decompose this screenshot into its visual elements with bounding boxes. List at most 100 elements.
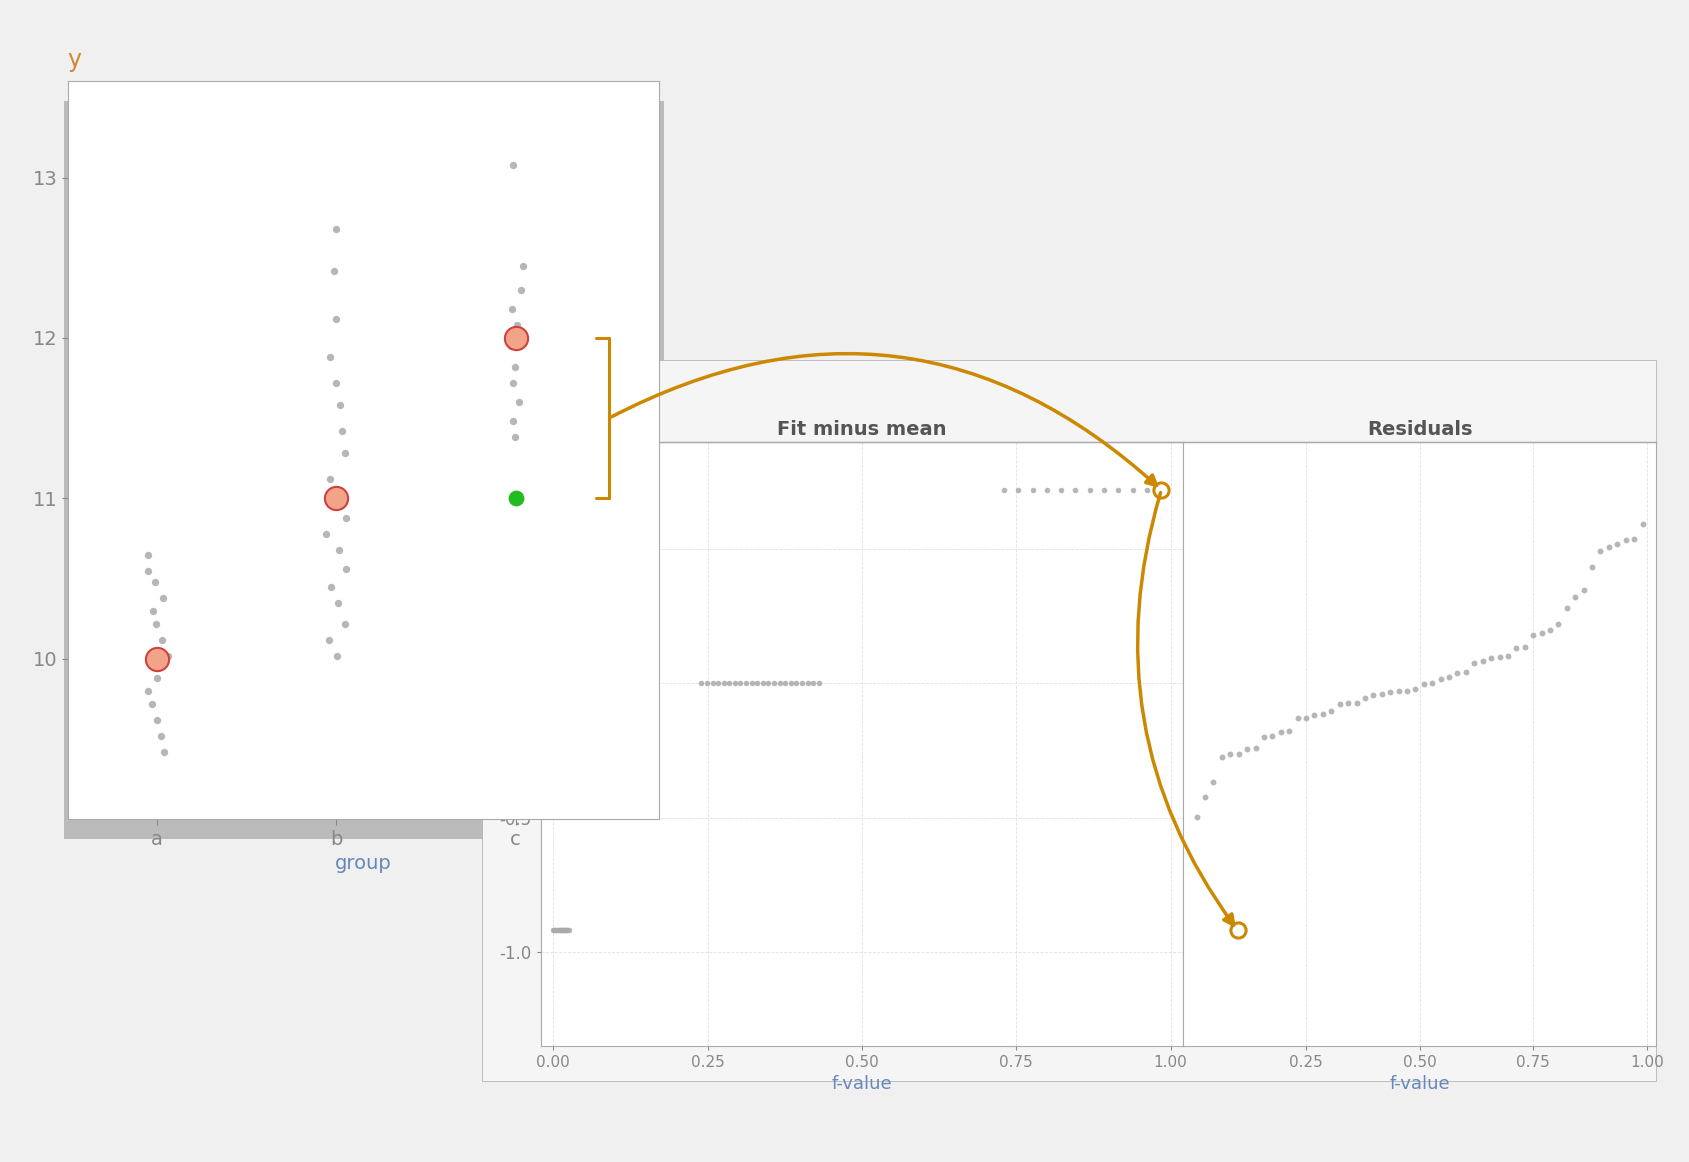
Point	[547, 921, 574, 940]
Point	[1267, 723, 1294, 741]
Point	[1485, 648, 1512, 667]
Point	[149, 630, 176, 648]
Point	[323, 646, 350, 665]
Title: Residuals: Residuals	[1366, 419, 1471, 438]
Point	[1360, 686, 1387, 704]
Point	[1133, 481, 1160, 500]
Point	[1476, 648, 1503, 667]
X-axis label: f-value: f-value	[1388, 1075, 1449, 1093]
Point	[1275, 722, 1302, 740]
Point	[799, 674, 826, 693]
X-axis label: f-value: f-value	[831, 1075, 892, 1093]
Point	[318, 578, 345, 596]
Point	[1493, 646, 1520, 665]
Point	[794, 674, 821, 693]
Point	[551, 921, 578, 940]
Point	[1535, 621, 1562, 639]
Point	[142, 573, 169, 591]
Point	[765, 674, 792, 693]
Point	[1586, 543, 1613, 561]
Point	[500, 413, 527, 431]
Point	[546, 921, 573, 940]
Point	[1089, 481, 1116, 500]
Point	[1434, 667, 1461, 686]
Point	[1368, 684, 1395, 703]
Point	[1216, 745, 1243, 763]
Point	[502, 358, 529, 376]
Point	[1191, 788, 1218, 806]
Point	[1334, 694, 1361, 712]
Point	[497, 337, 524, 356]
Point	[1061, 481, 1088, 500]
Point	[323, 374, 350, 393]
Point	[1018, 481, 1045, 500]
Point	[324, 594, 351, 612]
Point	[687, 674, 714, 693]
Point	[1552, 600, 1579, 618]
Point	[1047, 481, 1074, 500]
Point	[554, 921, 581, 940]
Point	[1385, 682, 1412, 701]
Point	[1417, 674, 1444, 693]
Point	[551, 921, 578, 940]
Point	[1233, 739, 1260, 758]
Point	[1105, 481, 1132, 500]
Point	[544, 921, 571, 940]
Point	[508, 280, 535, 299]
Point	[331, 444, 358, 462]
Point	[505, 393, 532, 411]
Point	[1393, 682, 1420, 701]
Point	[699, 674, 726, 693]
Point	[760, 674, 787, 693]
Point	[498, 156, 525, 174]
Point	[321, 493, 348, 511]
Point	[1118, 481, 1145, 500]
Point	[1578, 558, 1605, 576]
Point	[502, 329, 529, 347]
Point	[1544, 615, 1571, 633]
X-axis label: group: group	[334, 854, 392, 873]
Point	[328, 422, 355, 440]
Point	[692, 674, 720, 693]
Point	[502, 428, 529, 446]
Point	[1409, 674, 1436, 693]
Point	[1076, 481, 1103, 500]
Point	[554, 921, 581, 940]
Point	[502, 489, 529, 508]
Point	[542, 921, 569, 940]
Point	[1284, 709, 1311, 727]
Point	[333, 508, 360, 526]
Point	[1147, 481, 1174, 500]
Point	[1351, 689, 1378, 708]
Point	[319, 261, 346, 280]
Point	[1241, 738, 1268, 756]
Point	[539, 921, 566, 940]
Point	[1343, 694, 1370, 712]
Point	[1005, 481, 1032, 500]
Point	[1451, 662, 1478, 681]
Point	[990, 481, 1017, 500]
Point	[150, 743, 177, 761]
Point	[1250, 727, 1277, 746]
Point	[1468, 652, 1495, 670]
Point	[549, 921, 576, 940]
Point	[782, 674, 809, 693]
Point	[507, 329, 534, 347]
Text: y: y	[68, 49, 81, 72]
Point	[726, 674, 753, 693]
Point	[316, 469, 343, 488]
Point	[316, 347, 343, 366]
Point	[1258, 726, 1285, 745]
Point	[1442, 664, 1469, 682]
Point	[498, 300, 525, 318]
Point	[772, 674, 799, 693]
Point	[549, 921, 576, 940]
Point	[1309, 705, 1336, 724]
Point	[1527, 624, 1554, 643]
Point	[147, 726, 174, 745]
Point	[709, 674, 736, 693]
Point	[1502, 638, 1529, 657]
Point	[1628, 515, 1655, 533]
Point	[716, 674, 743, 693]
Point	[1594, 538, 1621, 557]
